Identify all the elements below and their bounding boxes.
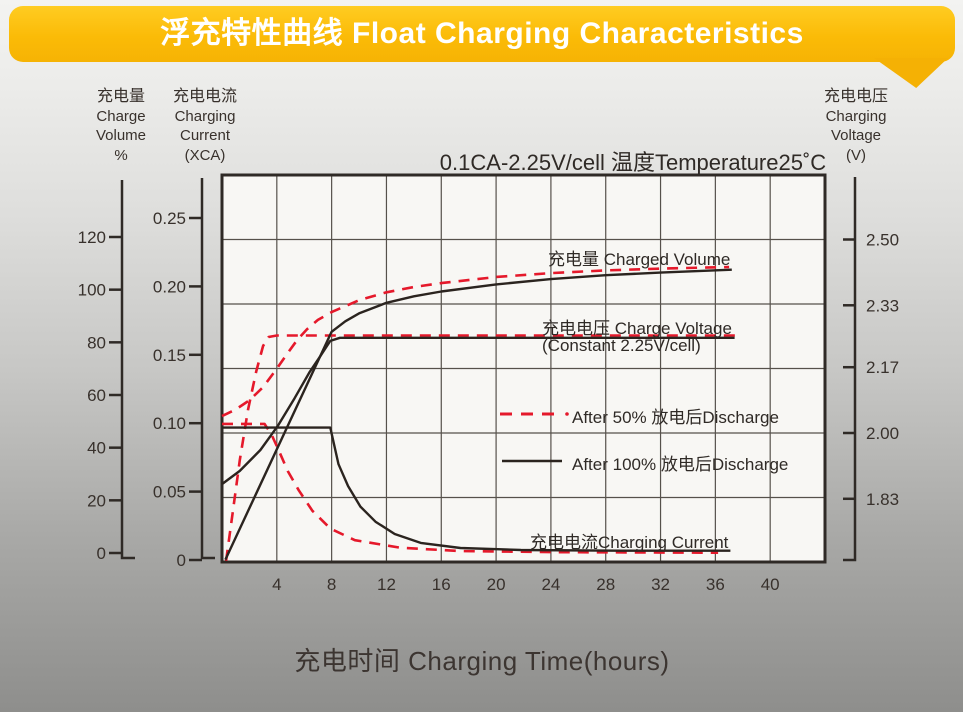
current-axis-tick-label: 0.10 bbox=[153, 414, 186, 433]
volume-axis-header-unit: % bbox=[114, 146, 128, 164]
x-axis-tick-label: 20 bbox=[487, 575, 506, 594]
current-axis-header-unit: (XCA) bbox=[184, 146, 226, 164]
title-banner: 浮充特性曲线 Float Charging Characteristics bbox=[9, 6, 955, 62]
current-axis-line bbox=[200, 178, 215, 560]
volume-axis-tick-label: 20 bbox=[87, 491, 106, 510]
volume-axis-tick-label: 100 bbox=[78, 281, 106, 300]
volume-axis-header-zh: 充电量 bbox=[96, 88, 145, 105]
voltage-axis-header-line2: Charging bbox=[825, 107, 887, 125]
charged-volume-curve-label: 充电量 Charged Volume bbox=[548, 250, 731, 269]
current-axis-tick-label: 0.15 bbox=[153, 346, 186, 365]
current-axis-tick-label: 0.20 bbox=[153, 277, 186, 296]
volume-axis-header: 充电量 Charge Volume % bbox=[73, 87, 169, 165]
series-charge-voltage-after-50 bbox=[224, 334, 736, 561]
volume-axis-tick-label: 80 bbox=[87, 333, 106, 352]
charging-current-curve-label: 充电电流Charging Current bbox=[530, 533, 729, 552]
x-axis-tick-label: 8 bbox=[327, 575, 336, 594]
x-axis-tick-label: 4 bbox=[272, 575, 281, 594]
x-axis-tick-label: 28 bbox=[596, 575, 615, 594]
x-axis-title: 充电时间 Charging Time(hours) bbox=[294, 646, 670, 676]
voltage-axis-header-unit: (V) bbox=[846, 146, 866, 164]
voltage-axis-tick-label: 2.33 bbox=[866, 296, 899, 315]
x-axis-tick-label: 40 bbox=[761, 575, 780, 594]
voltage-axis-header-line3: Voltage bbox=[830, 127, 882, 144]
x-axis-tick-label: 36 bbox=[706, 575, 725, 594]
volume-axis-header-line3: Volume bbox=[95, 127, 147, 144]
voltage-axis-header: 充电电压 Charging Voltage (V) bbox=[808, 87, 904, 165]
voltage-axis-line bbox=[843, 177, 857, 562]
series-charged-volume-after-100 bbox=[224, 268, 732, 561]
current-axis-tick-label: 0.05 bbox=[153, 483, 186, 502]
current-axis-header: 充电电流 Charging Current (XCA) bbox=[157, 87, 253, 165]
current-axis-tick-label: 0 bbox=[177, 551, 186, 570]
legend-after-100-discharge: After 100% 放电后Discharge bbox=[572, 455, 789, 474]
series-charging-current-after-100 bbox=[222, 426, 731, 552]
current-axis-tick-label: 0.25 bbox=[153, 209, 186, 228]
series-charge-voltage-after-100 bbox=[221, 336, 735, 486]
series-charging-current-after-50 bbox=[222, 422, 719, 555]
chart-condition-title: 0.1CA-2.25V/cell 温度Temperature25˚C bbox=[439, 150, 827, 175]
current-axis-header-line3: Current bbox=[179, 127, 231, 144]
x-axis-tick-label: 16 bbox=[432, 575, 451, 594]
volume-axis-line bbox=[120, 180, 135, 560]
volume-axis-tick-label: 0 bbox=[97, 544, 106, 563]
x-axis-tick-label: 12 bbox=[377, 575, 396, 594]
volume-axis-tick-label: 40 bbox=[87, 439, 106, 458]
x-axis-tick-label: 24 bbox=[541, 575, 560, 594]
x-axis-tick-label: 32 bbox=[651, 575, 670, 594]
voltage-axis-tick-label: 1.83 bbox=[866, 490, 899, 509]
volume-axis-tick-label: 60 bbox=[87, 386, 106, 405]
series-charged-volume-after-50 bbox=[221, 265, 730, 418]
page-title: 浮充特性曲线 Float Charging Characteristics bbox=[160, 17, 804, 50]
voltage-axis-tick-label: 2.00 bbox=[866, 424, 899, 443]
charge-voltage-constant-label: (Constant 2.25V/cell) bbox=[542, 336, 701, 355]
current-axis-header-zh: 充电电流 bbox=[172, 88, 237, 105]
voltage-axis-tick-label: 2.50 bbox=[866, 231, 899, 250]
legend-after-50-discharge: After 50% 放电后Discharge bbox=[572, 408, 779, 427]
voltage-axis-header-zh: 充电电压 bbox=[823, 88, 888, 105]
legend-sample-dot bbox=[565, 412, 569, 416]
volume-axis-header-line2: Charge bbox=[96, 107, 146, 125]
volume-axis-tick-label: 120 bbox=[78, 228, 106, 247]
plot-border bbox=[220, 173, 827, 564]
voltage-axis-tick-label: 2.17 bbox=[866, 358, 899, 377]
current-axis-header-line2: Charging bbox=[174, 107, 236, 125]
charge-voltage-curve-label: 充电电压 Charge Voltage bbox=[542, 319, 732, 338]
